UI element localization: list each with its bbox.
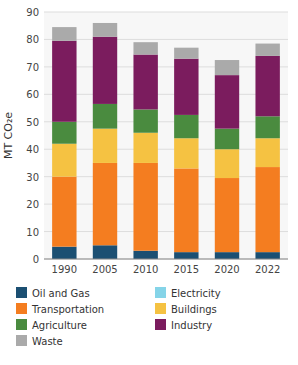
bar-segment bbox=[215, 252, 239, 259]
y-tick-label: 50 bbox=[26, 117, 39, 128]
legend-swatch bbox=[16, 303, 27, 314]
x-tick-label: 2005 bbox=[92, 264, 117, 275]
bar-segment bbox=[93, 163, 117, 245]
legend-label: Transportation bbox=[31, 304, 104, 315]
x-tick-label: 2020 bbox=[214, 264, 239, 275]
bar-segment bbox=[255, 252, 279, 259]
legend-label: Agriculture bbox=[32, 320, 87, 331]
y-tick-label: 60 bbox=[26, 89, 39, 100]
legend-swatch bbox=[155, 303, 166, 314]
grid-line bbox=[44, 39, 288, 40]
bar-segment bbox=[93, 23, 117, 37]
x-axis-line bbox=[44, 259, 288, 260]
bar-segment bbox=[133, 55, 157, 110]
legend-label: Electricity bbox=[171, 288, 221, 299]
bar-segment bbox=[52, 122, 76, 144]
bar-segment bbox=[174, 252, 198, 259]
bar-segment bbox=[52, 27, 76, 41]
grid-line bbox=[44, 204, 288, 205]
chart: 0 10 20 30 40 50 60 70 80 90 MT CO₂e 1990 2005 2010 20… bbox=[0, 0, 298, 365]
bar-segment bbox=[133, 42, 157, 54]
y-tick-label: 40 bbox=[26, 144, 39, 155]
bar-segment bbox=[215, 60, 239, 75]
bar-segment bbox=[255, 167, 279, 252]
x-tick-label: 2022 bbox=[255, 264, 280, 275]
grid-line bbox=[44, 259, 288, 260]
legend-swatch bbox=[155, 319, 166, 330]
bar-segment bbox=[93, 104, 117, 129]
x-tick-label: 2015 bbox=[174, 264, 199, 275]
bar-segment bbox=[174, 115, 198, 138]
y-tick-label: 0 bbox=[33, 254, 39, 265]
plot-area bbox=[44, 12, 288, 259]
y-axis: 0 10 20 30 40 50 60 70 80 90 bbox=[26, 7, 288, 265]
legend-swatch bbox=[16, 335, 27, 346]
bar-segment bbox=[255, 56, 279, 116]
y-tick-label: 90 bbox=[26, 7, 39, 18]
legend-label: Industry bbox=[171, 320, 212, 331]
legend-label: Waste bbox=[32, 336, 63, 347]
grid-line bbox=[44, 121, 288, 122]
bar-segment bbox=[93, 129, 117, 163]
grid-line bbox=[44, 66, 288, 67]
bar-segment bbox=[52, 177, 76, 247]
legend-swatch bbox=[16, 319, 27, 330]
bar-segment bbox=[215, 129, 239, 150]
bar-segment bbox=[174, 138, 198, 168]
bar-segment bbox=[133, 109, 157, 132]
bar-segment bbox=[174, 59, 198, 115]
bar-segment bbox=[133, 251, 157, 259]
grid-line bbox=[44, 149, 288, 150]
bar-segment bbox=[174, 48, 198, 59]
x-tick-label: 2010 bbox=[133, 264, 158, 275]
y-tick-label: 20 bbox=[26, 199, 39, 210]
y-tick-label: 80 bbox=[26, 34, 39, 45]
legend-swatch bbox=[16, 287, 27, 298]
y-axis-label: MT CO₂e bbox=[2, 112, 15, 159]
grid-line bbox=[44, 94, 288, 95]
bar-segment bbox=[133, 133, 157, 163]
legend-label: Oil and Gas bbox=[32, 288, 90, 299]
bar-segment bbox=[93, 245, 117, 259]
legend-label: Buildings bbox=[171, 304, 217, 315]
bar-segment bbox=[52, 41, 76, 122]
bar-segment bbox=[215, 149, 239, 178]
x-tick-label: 1990 bbox=[52, 264, 77, 275]
bar-segment bbox=[93, 37, 117, 104]
bar-segment bbox=[255, 116, 279, 138]
grid-line bbox=[44, 176, 288, 177]
x-axis: 1990 2005 2010 2015 2020 2022 bbox=[44, 259, 288, 275]
bar-segment bbox=[174, 168, 198, 252]
bar-segment bbox=[215, 178, 239, 252]
bar-segment bbox=[52, 247, 76, 259]
bar-segment bbox=[215, 75, 239, 129]
bar-segment bbox=[255, 138, 279, 167]
y-tick-label: 30 bbox=[26, 172, 39, 183]
legend: Oil and Gas Electricity Transportation Buil… bbox=[16, 287, 221, 347]
grid-line bbox=[44, 231, 288, 232]
bar-segment bbox=[133, 163, 157, 251]
bar-segment bbox=[52, 144, 76, 177]
bar-segment bbox=[255, 44, 279, 56]
y-tick-label: 10 bbox=[26, 227, 39, 238]
bars bbox=[52, 23, 280, 259]
legend-swatch bbox=[155, 287, 166, 298]
grid-line bbox=[44, 12, 288, 13]
y-tick-label: 70 bbox=[26, 62, 39, 73]
